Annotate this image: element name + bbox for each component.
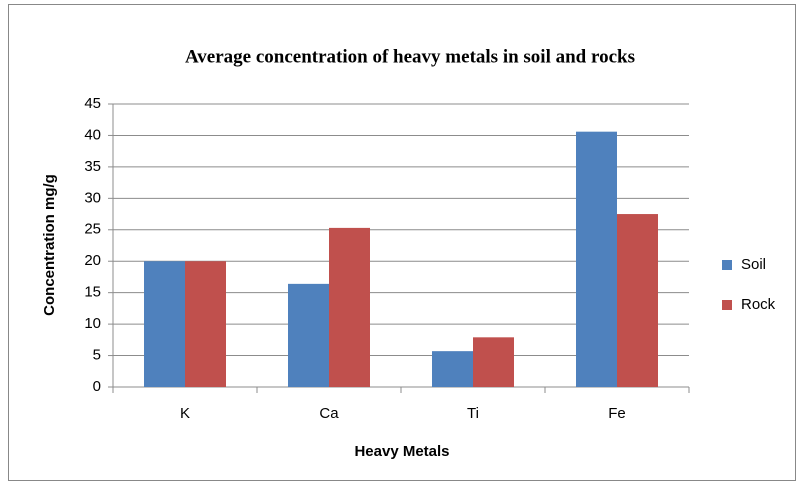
y-tick-label: 5 <box>93 347 101 364</box>
y-axis-title: Concentration mg/g <box>41 174 58 316</box>
bar <box>473 337 514 387</box>
x-tick-label: Ti <box>467 405 479 422</box>
y-tick-label: 15 <box>84 284 101 301</box>
chart-title: Average concentration of heavy metals in… <box>185 46 635 67</box>
y-tick-label: 20 <box>84 252 101 269</box>
x-axis-title: Heavy Metals <box>354 443 449 460</box>
legend-label: Rock <box>741 296 776 313</box>
legend-swatch <box>722 300 732 310</box>
legend-label: Soil <box>741 256 766 273</box>
y-tick-label: 25 <box>84 221 101 238</box>
bar <box>432 351 473 387</box>
legend-swatch <box>722 260 732 270</box>
chart-frame <box>8 4 796 481</box>
y-tick-label: 0 <box>93 378 101 395</box>
y-tick-label: 40 <box>84 126 101 143</box>
x-tick-label: Fe <box>608 405 626 422</box>
bar <box>617 214 658 387</box>
y-tick-label: 30 <box>84 189 101 206</box>
x-tick-label: K <box>180 405 190 422</box>
bar <box>329 227 370 387</box>
bar <box>288 283 329 387</box>
x-tick-label: Ca <box>319 405 339 422</box>
bar <box>185 261 226 387</box>
y-tick-label: 45 <box>84 95 101 112</box>
bar <box>576 131 617 387</box>
bar <box>144 261 185 387</box>
y-tick-label: 10 <box>84 315 101 332</box>
y-tick-label: 35 <box>84 158 101 175</box>
